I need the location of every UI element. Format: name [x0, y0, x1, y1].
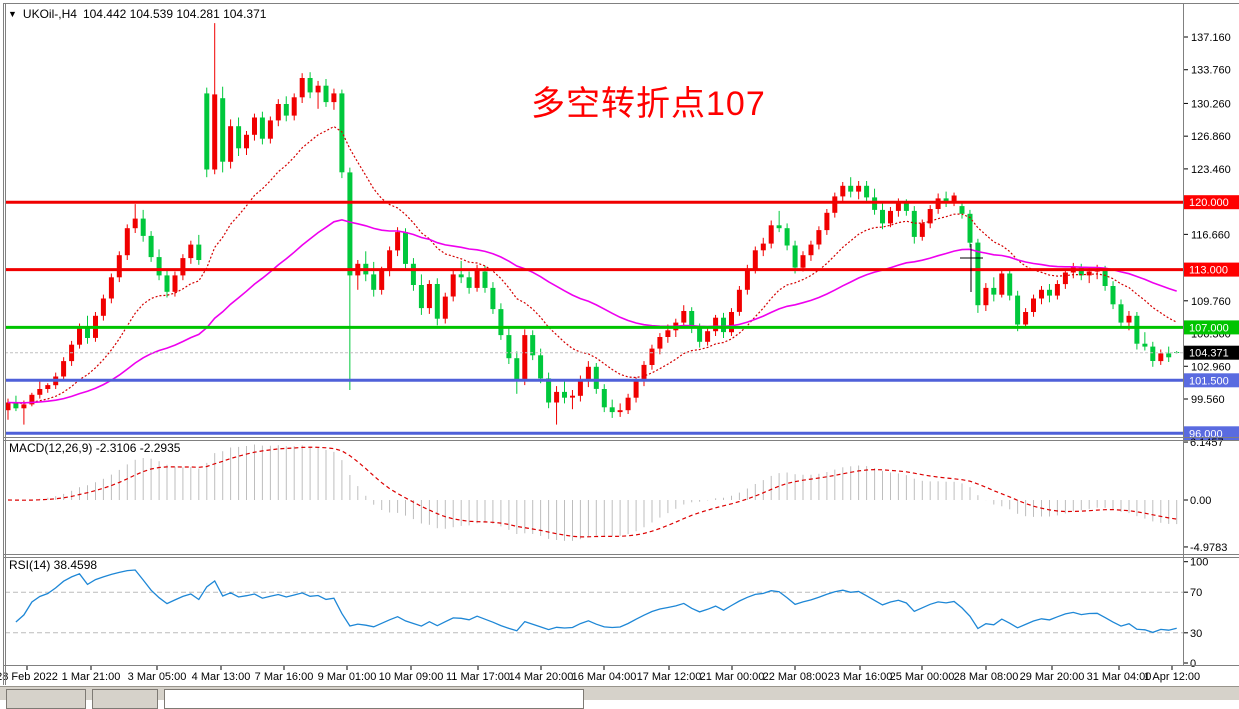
- price-tick-label: 99.560: [1191, 394, 1225, 406]
- time-tick-label: 3 Mar 05:00: [128, 671, 187, 683]
- time-tick-label: 1 Mar 21:00: [62, 671, 121, 683]
- annotation-text: 多空转折点107: [531, 85, 766, 123]
- macd-signal-line: [7, 446, 1177, 538]
- time-tick-label: 25 Mar 00:00: [890, 671, 955, 683]
- time-tick-label: 7 Mar 16:00: [255, 671, 314, 683]
- price-tick-label: 102.960: [1191, 361, 1231, 373]
- time-tick-label: 16 Mar 04:00: [572, 671, 637, 683]
- price-tick-label: 126.860: [1191, 131, 1231, 143]
- time-tick-label: 4 Mar 13:00: [192, 671, 251, 683]
- price-tick-label: 123.460: [1191, 164, 1231, 176]
- time-tick-label: 23 Mar 16:00: [828, 671, 893, 683]
- rsi-label: RSI(14) 38.4598: [9, 558, 98, 572]
- svg-text:120.000: 120.000: [1189, 197, 1229, 209]
- price-tick-label: 130.260: [1191, 98, 1231, 110]
- price-axis: 137.160 133.760 130.260 126.860 123.460 116.6…: [1183, 32, 1239, 670]
- time-tick-label: 17 Mar 12:00: [637, 671, 702, 683]
- chart-tab-bar: [0, 686, 1239, 709]
- macd-axis-label: -4.9783: [1190, 542, 1227, 554]
- time-tick-label: 1 Apr 12:00: [1144, 671, 1200, 683]
- svg-text:113.000: 113.000: [1189, 265, 1228, 277]
- price-badge: 101.500: [1184, 373, 1239, 388]
- time-tick-label: 10 Mar 09:00: [379, 671, 444, 683]
- macd-layer: [7, 444, 1178, 541]
- time-tick-label: 29 Mar 20:00: [1020, 671, 1085, 683]
- candlestick-layer: [5, 23, 1180, 425]
- chart-tab-3[interactable]: [164, 689, 584, 709]
- time-axis: 28 Feb 2022 1 Mar 21:00 3 Mar 05:00 4 Mar 1…: [0, 666, 1200, 683]
- price-tick-label: 137.160: [1191, 32, 1231, 44]
- symbol-header: ▼ UKOil-,H4 104.442 104.539 104.281 104.…: [8, 7, 266, 21]
- chevron-down-icon[interactable]: ▼: [8, 8, 17, 19]
- price-tick-label: 116.660: [1191, 229, 1230, 241]
- svg-text:104.371: 104.371: [1189, 348, 1229, 360]
- time-tick-label: 28 Mar 08:00: [954, 671, 1019, 683]
- price-tick-label: 109.760: [1191, 296, 1231, 308]
- price-tick-label: 133.760: [1191, 65, 1231, 77]
- macd-axis-label: 6.1457: [1190, 437, 1224, 449]
- time-tick-label: 31 Mar 04:00: [1087, 671, 1152, 683]
- rsi-axis-label: 100: [1190, 557, 1208, 569]
- panel-borders: [3, 3, 1239, 685]
- ma-fast-line: [7, 125, 1177, 404]
- time-tick-label: 11 Mar 17:00: [446, 671, 510, 683]
- chart-tab-2[interactable]: [92, 689, 158, 709]
- time-tick-label: 14 Mar 20:00: [509, 671, 574, 683]
- price-badge: 104.371: [1184, 345, 1239, 360]
- price-badge: 107.000: [1184, 320, 1239, 335]
- svg-text:101.500: 101.500: [1189, 375, 1229, 387]
- rsi-axis-label: 30: [1190, 628, 1202, 640]
- ohlc-values: 104.442 104.539 104.281 104.371: [82, 7, 267, 21]
- price-badge: 113.000: [1184, 262, 1239, 277]
- ma-slow-line: [7, 218, 1177, 404]
- symbol-label: UKOil-,H4: [22, 7, 77, 21]
- rsi-line: [15, 569, 1177, 634]
- time-tick-label: 9 Mar 01:00: [318, 671, 377, 683]
- rsi-axis-label: 0: [1190, 658, 1196, 670]
- time-tick-label: 22 Mar 08:00: [763, 671, 828, 683]
- macd-label: MACD(12,26,9) -2.3106 -2.2935: [9, 441, 181, 455]
- time-tick-label: 21 Mar 00:00: [700, 671, 765, 683]
- main-chart-layer: [5, 23, 1183, 435]
- crosshair-marker: [960, 244, 983, 292]
- time-tick-label: 28 Feb 2022: [0, 671, 58, 683]
- chart-tab-1[interactable]: [6, 689, 86, 709]
- svg-text:107.000: 107.000: [1189, 322, 1229, 334]
- price-badge: 120.000: [1184, 195, 1239, 210]
- rsi-layer: [5, 569, 1183, 634]
- macd-axis-label: 0.00: [1190, 495, 1211, 507]
- rsi-axis-label: 70: [1190, 587, 1202, 599]
